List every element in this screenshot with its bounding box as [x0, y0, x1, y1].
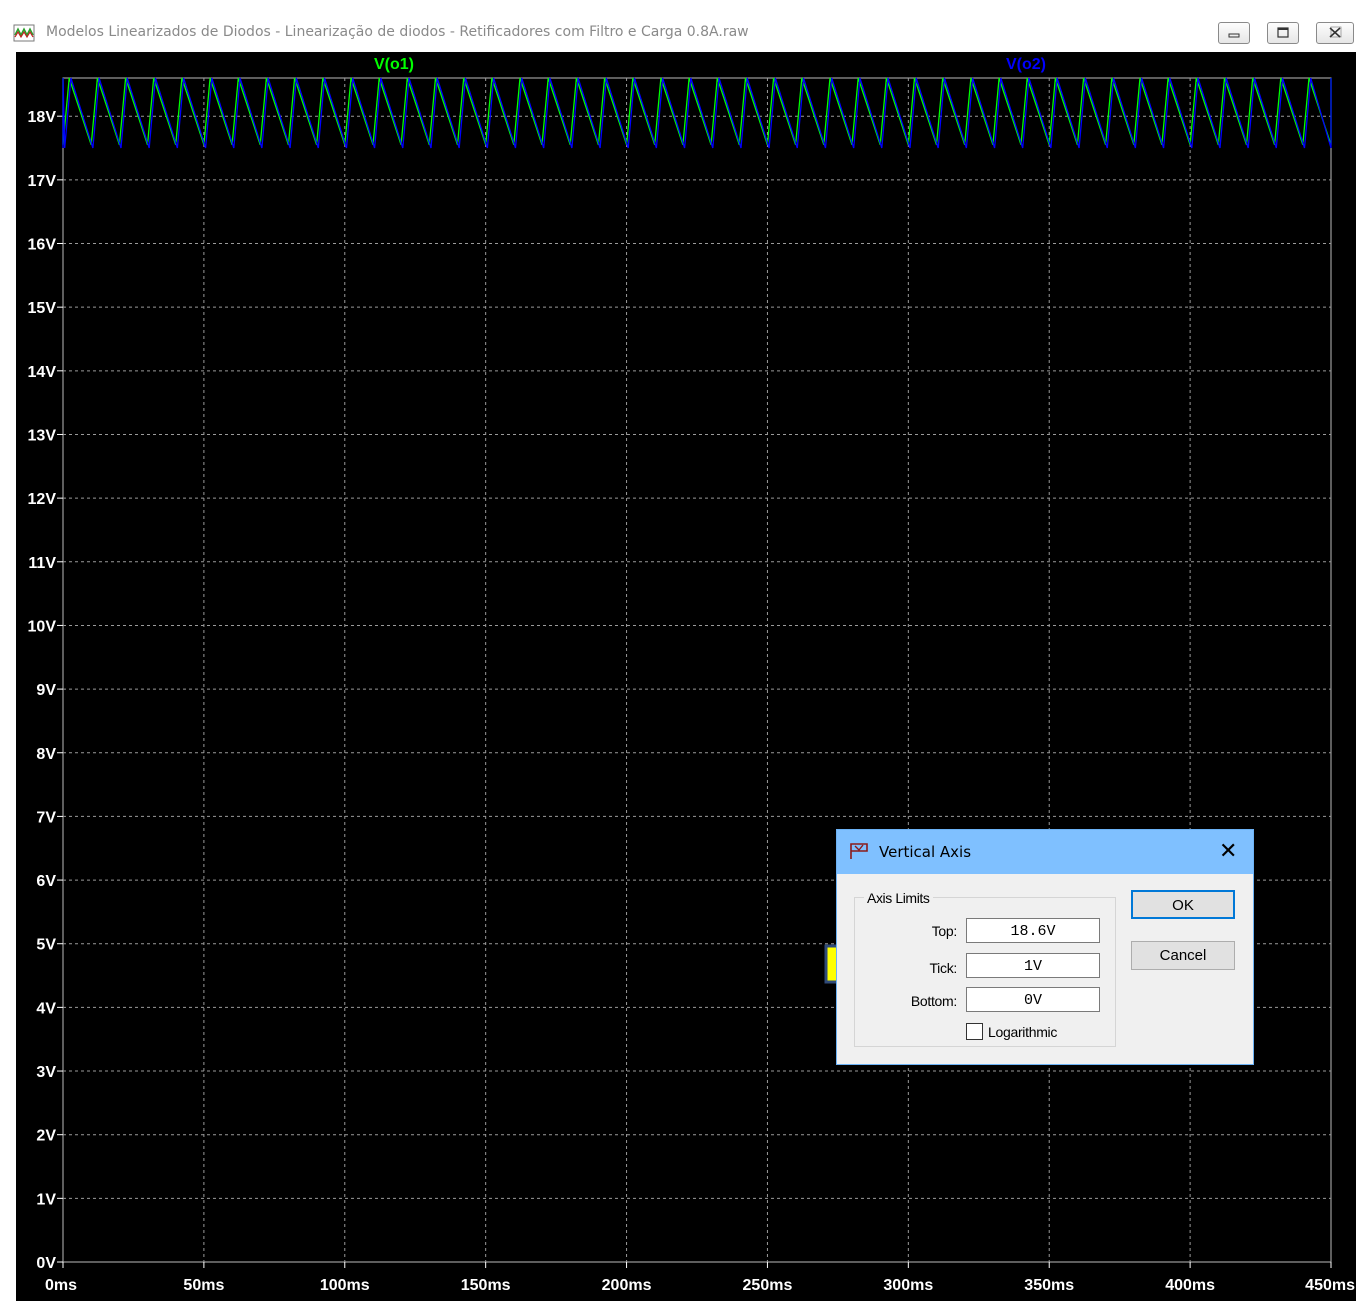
logarithmic-label[interactable]: Logarithmic — [988, 1024, 1058, 1040]
y-tick-label: 10V — [28, 618, 57, 635]
y-tick-label: 0V — [36, 1255, 56, 1272]
window-title: Modelos Linearizados de Diodos - Lineari… — [46, 24, 749, 40]
x-tick-label: 350ms — [1024, 1277, 1074, 1294]
y-tick-label: 9V — [36, 682, 56, 699]
y-tick-label: 12V — [28, 491, 57, 508]
legend-label-vo1[interactable]: V(o1) — [374, 56, 414, 73]
x-tick-label: 250ms — [743, 1277, 793, 1294]
y-tick-label: 17V — [28, 173, 57, 190]
legend-label-vo2[interactable]: V(o2) — [1006, 56, 1046, 73]
restore-icon — [1277, 27, 1289, 38]
y-tick-label: 15V — [28, 300, 57, 317]
vertical-axis-dialog: Vertical Axis ✕ Axis Limits Top: 18.6V T… — [836, 829, 1254, 1065]
x-tick-label: 0ms — [45, 1277, 77, 1294]
waveform-app-icon — [13, 24, 35, 42]
trace-vo1 — [62, 77, 1332, 146]
tick-input[interactable]: 1V — [966, 953, 1100, 978]
plot-frame — [62, 77, 1332, 1263]
trace-vo2 — [62, 77, 1332, 149]
ok-button[interactable]: OK — [1131, 890, 1235, 919]
y-axis-ticks: 0V 1V 2V 3V 4V 5V 6V 7V 8V 9V 10V 11V 12V 13V 14V 15V 16… — [28, 109, 63, 1272]
top-label: Top: — [931, 923, 958, 939]
top-input[interactable]: 18.6V — [966, 918, 1100, 943]
y-tick-label: 13V — [28, 427, 57, 444]
close-button[interactable] — [1316, 22, 1354, 44]
dialog-titlebar[interactable]: Vertical Axis ✕ — [837, 830, 1253, 874]
close-icon — [1329, 26, 1342, 38]
y-tick-label: 4V — [36, 1000, 56, 1017]
y-tick-label: 5V — [36, 937, 56, 954]
y-tick-label: 3V — [36, 1064, 56, 1081]
y-tick-label: 7V — [36, 809, 56, 826]
x-axis-ticks: 0ms 50ms 100ms 150ms 200ms 250ms 300ms 350ms 400… — [45, 1262, 1355, 1294]
restore-button[interactable] — [1267, 22, 1299, 44]
x-tick-label: 450ms — [1305, 1277, 1355, 1294]
x-tick-label: 400ms — [1165, 1277, 1215, 1294]
y-tick-label: 16V — [28, 237, 57, 254]
y-tick-label: 11V — [28, 555, 56, 572]
x-tick-label: 100ms — [320, 1277, 370, 1294]
x-tick-label: 150ms — [461, 1277, 511, 1294]
minimize-button[interactable] — [1218, 22, 1250, 44]
y-tick-label: 6V — [36, 873, 56, 890]
window-titlebar[interactable]: Modelos Linearizados de Diodos - Lineari… — [0, 15, 1362, 51]
traces — [62, 77, 1332, 149]
legend[interactable]: V(o1) V(o2) — [374, 56, 1046, 73]
bottom-label: Bottom: — [910, 993, 957, 1009]
bottom-input[interactable]: 0V — [966, 987, 1100, 1012]
ltspice-icon — [850, 843, 868, 859]
dialog-close-icon[interactable]: ✕ — [1219, 838, 1238, 863]
tick-label: Tick: — [929, 960, 957, 976]
dialog-title: Vertical Axis — [879, 843, 972, 861]
x-tick-label: 200ms — [602, 1277, 652, 1294]
plot-area[interactable]: 0V 1V 2V 3V 4V 5V 6V 7V 8V 9V 10V 11V 12V 13V 14V 15V 16… — [16, 52, 1356, 1301]
y-tick-label: 14V — [28, 364, 57, 381]
x-tick-label: 50ms — [183, 1277, 224, 1294]
minimize-icon — [1228, 33, 1240, 38]
y-tick-label: 1V — [36, 1191, 56, 1208]
y-tick-label: 2V — [36, 1128, 56, 1145]
waveform-plot[interactable]: 0V 1V 2V 3V 4V 5V 6V 7V 8V 9V 10V 11V 12V 13V 14V 15V 16… — [16, 52, 1356, 1301]
y-tick-label: 18V — [28, 109, 57, 126]
cancel-button[interactable]: Cancel — [1131, 941, 1235, 970]
axis-limits-group — [854, 897, 1116, 1047]
y-tick-label: 8V — [36, 746, 56, 763]
logarithmic-checkbox[interactable] — [966, 1023, 983, 1040]
axis-limits-label: Axis Limits — [864, 890, 933, 906]
grid-lines — [62, 77, 1332, 1263]
x-tick-label: 300ms — [883, 1277, 933, 1294]
